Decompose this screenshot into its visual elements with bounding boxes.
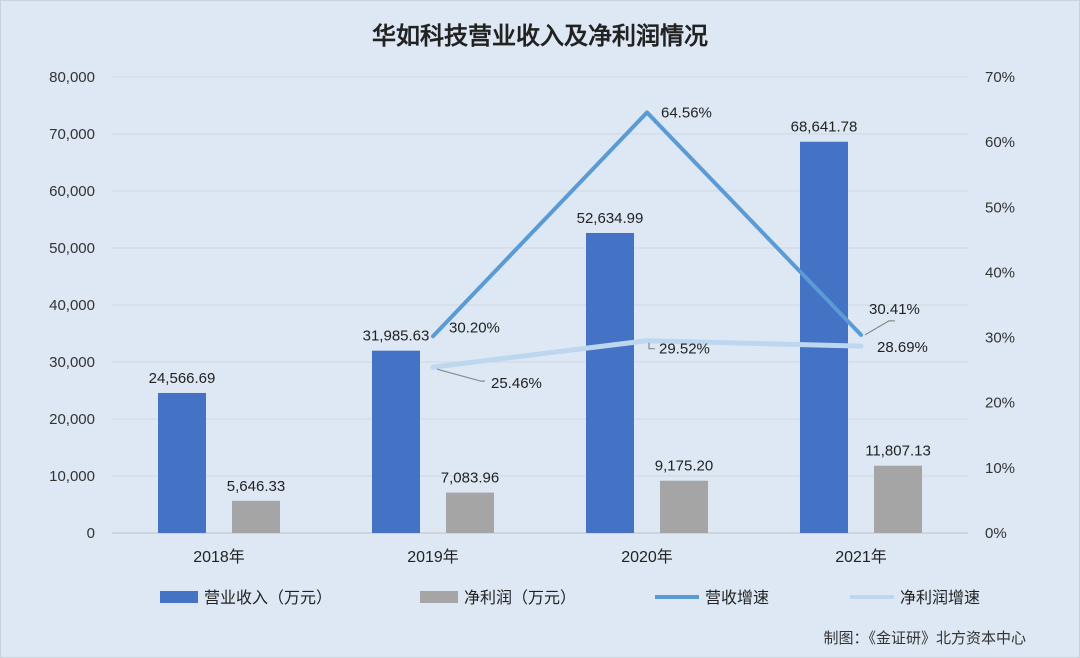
right-tick-label: 40% xyxy=(985,264,1015,281)
bar-net-profit xyxy=(232,500,280,533)
chart-title: 华如科技营业收入及净利润情况 xyxy=(372,22,708,50)
right-tick-label: 30% xyxy=(985,330,1015,347)
line-data-label: 30.41% xyxy=(869,301,920,318)
legend-label: 营收增速 xyxy=(705,588,769,607)
left-tick-label: 40,000 xyxy=(49,297,95,314)
right-tick-label: 0% xyxy=(985,525,1007,542)
left-tick-label: 0 xyxy=(87,525,95,542)
leader-line xyxy=(864,320,895,336)
legend-label: 营业收入（万元） xyxy=(204,588,332,607)
bar-data-label: 31,985.63 xyxy=(363,328,430,345)
line-data-label: 28.69% xyxy=(877,339,928,356)
line-data-label: 30.20% xyxy=(449,319,500,336)
category-label: 2018年 xyxy=(193,548,245,566)
left-tick-label: 70,000 xyxy=(49,126,95,143)
bar-revenue xyxy=(372,350,420,533)
bar-net-profit xyxy=(874,465,922,533)
legend-swatch xyxy=(420,591,458,603)
bar-net-profit xyxy=(446,492,494,533)
line-data-label: 25.46% xyxy=(491,375,542,392)
left-tick-label: 60,000 xyxy=(49,183,95,200)
credit-text: 制图：《金证研》北方资本中心 xyxy=(823,629,1026,647)
bar-data-label: 11,807.13 xyxy=(865,443,931,460)
leader-line xyxy=(648,342,655,350)
bar-data-label: 7,083.96 xyxy=(441,470,499,487)
right-tick-label: 50% xyxy=(985,199,1015,216)
lines xyxy=(430,110,864,370)
left-tick-label: 50,000 xyxy=(49,240,95,257)
legend-swatch xyxy=(160,591,198,603)
left-tick-label: 10,000 xyxy=(49,468,95,485)
series-line-revenue-growth xyxy=(431,110,863,339)
right-tick-label: 60% xyxy=(985,134,1015,151)
category-label: 2020年 xyxy=(621,548,673,566)
bar-data-label: 9,175.20 xyxy=(655,458,713,475)
bar-revenue xyxy=(800,141,848,533)
legend: 营业收入（万元） 净利润（万元） 营收增速 净利润增速 xyxy=(160,588,980,607)
bar-revenue xyxy=(586,232,634,533)
bars xyxy=(158,141,922,533)
category-axis: 2018年 2019年 2020年 2021年 xyxy=(193,548,887,566)
right-tick-label: 70% xyxy=(985,69,1015,86)
data-labels: 24,566.69 31,985.63 52,634.99 68,641.78 5,64… xyxy=(149,104,931,494)
left-axis: 0 10,000 20,000 30,000 40,000 50,000 60,000 70,… xyxy=(49,69,95,542)
bar-data-label: 5,646.33 xyxy=(227,478,285,495)
category-label: 2021年 xyxy=(835,548,887,566)
category-label: 2019年 xyxy=(407,548,459,566)
series-line-profit-growth xyxy=(430,338,864,370)
legend-label: 净利润增速 xyxy=(900,588,980,607)
right-tick-label: 10% xyxy=(985,460,1015,477)
bar-revenue xyxy=(158,392,206,533)
left-tick-label: 80,000 xyxy=(49,69,95,86)
right-axis: 0% 10% 20% 30% 40% 50% 60% 70% xyxy=(985,69,1015,542)
right-tick-label: 20% xyxy=(985,395,1015,412)
bar-data-label: 68,641.78 xyxy=(791,119,858,136)
left-tick-label: 20,000 xyxy=(49,411,95,428)
legend-label: 净利润（万元） xyxy=(464,588,576,607)
left-tick-label: 30,000 xyxy=(49,354,95,371)
leader-line xyxy=(436,368,485,382)
bar-data-label: 24,566.69 xyxy=(149,370,216,387)
line-data-label: 29.52% xyxy=(659,341,710,358)
bar-data-label: 52,634.99 xyxy=(577,210,644,227)
bar-net-profit xyxy=(660,480,708,533)
grid xyxy=(112,76,968,534)
line-data-label: 64.56% xyxy=(661,104,712,121)
